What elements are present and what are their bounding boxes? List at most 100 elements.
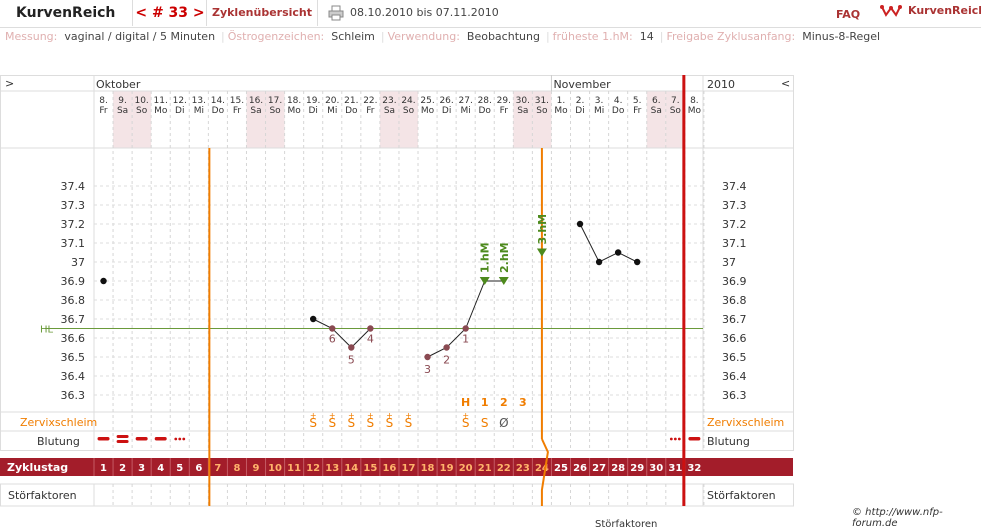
cycle-day-label: Zyklustag bbox=[7, 461, 68, 474]
temperature-point bbox=[634, 258, 641, 266]
day-date: 12. bbox=[173, 96, 187, 106]
mucus-plus: + bbox=[367, 411, 374, 420]
cycle-day-number: 18 bbox=[421, 463, 435, 474]
day-date: 7. bbox=[671, 96, 680, 106]
cycle-day-number: 20 bbox=[459, 463, 473, 474]
app-title[interactable]: KurvenReich bbox=[0, 0, 133, 26]
day-date: 20. bbox=[325, 96, 339, 106]
weekend-shade bbox=[532, 91, 552, 148]
day-date: 4. bbox=[614, 96, 623, 106]
cycle-day-number: 16 bbox=[382, 463, 396, 474]
day-date: 23. bbox=[382, 96, 396, 106]
logo-text[interactable]: KurvenReich bbox=[908, 4, 981, 17]
day-weekday: Fr bbox=[500, 106, 509, 116]
day-weekday: Sa bbox=[384, 106, 395, 116]
nav-left-arrow[interactable]: > bbox=[5, 77, 14, 90]
mucus-plus: + bbox=[310, 411, 317, 420]
day-weekday: Mi bbox=[461, 106, 471, 116]
cycle-day-number: 11 bbox=[287, 463, 301, 474]
settings-separator: | bbox=[221, 30, 225, 43]
day-date: 2. bbox=[576, 96, 585, 106]
spotting-mark bbox=[178, 437, 182, 441]
low-temperature-point bbox=[329, 325, 336, 332]
day-date: 27. bbox=[459, 96, 473, 106]
day-date: 3. bbox=[595, 96, 604, 106]
setting-key: Östrogenzeichen: bbox=[227, 30, 325, 43]
peak-count-label: H bbox=[461, 396, 470, 409]
nav-right-arrow[interactable]: < bbox=[781, 77, 790, 90]
mucus-row-label-right: Zervixschleim bbox=[707, 416, 784, 429]
factors-row-label-right: Störfaktoren bbox=[707, 489, 776, 502]
y-tick-right: 37.1 bbox=[722, 237, 747, 250]
day-date: 26. bbox=[439, 96, 453, 106]
cycle-day-number: 22 bbox=[497, 463, 511, 474]
faq-link[interactable]: FAQ bbox=[836, 8, 861, 21]
day-date: 30. bbox=[516, 96, 530, 106]
day-date: 17. bbox=[268, 96, 282, 106]
mucus-symbol: S bbox=[386, 416, 394, 430]
low-count-label: 4 bbox=[367, 333, 374, 346]
spotting-mark bbox=[677, 437, 681, 441]
y-tick-left: 36.3 bbox=[61, 389, 86, 402]
weekend-shade bbox=[113, 91, 133, 148]
low-temperature-point bbox=[424, 353, 431, 361]
y-tick-right: 37.3 bbox=[722, 199, 747, 212]
mucus-plus: + bbox=[386, 411, 393, 420]
low-temperature-point bbox=[462, 325, 469, 332]
day-weekday: Mi bbox=[594, 106, 604, 116]
day-weekday: Mo bbox=[154, 106, 168, 116]
top-bar bbox=[0, 0, 981, 28]
day-weekday: Mi bbox=[327, 106, 337, 116]
spotting-mark bbox=[673, 437, 677, 441]
day-weekday: Di bbox=[575, 106, 584, 116]
mucus-plus: + bbox=[405, 411, 412, 420]
weekend-shade bbox=[246, 91, 266, 148]
y-tick-left: 36.5 bbox=[61, 351, 86, 364]
date-range: 08.10.2010 bis 07.11.2010 bbox=[350, 6, 499, 19]
day-weekday: Fr bbox=[366, 106, 375, 116]
setting-key: früheste 1.hM: bbox=[552, 30, 633, 43]
cycle-overview-tab[interactable]: Zyklenübersicht bbox=[207, 0, 318, 26]
kurvenreich-logo-icon[interactable] bbox=[880, 3, 902, 21]
mucus-row-label: Zervixschleim bbox=[20, 416, 97, 429]
day-weekday: Mi bbox=[194, 106, 204, 116]
y-tick-left: 36.4 bbox=[61, 370, 86, 383]
cycle-day-number: 21 bbox=[478, 463, 492, 474]
settings-separator: | bbox=[659, 30, 664, 43]
setting-value: vaginal / digital / 5 Minuten bbox=[64, 30, 216, 43]
settings-separator: | bbox=[545, 30, 550, 43]
high-marker-label: 2.hM bbox=[498, 242, 511, 273]
day-weekday: Di bbox=[308, 106, 317, 116]
day-date: 6. bbox=[652, 96, 661, 106]
month-label: November bbox=[553, 78, 611, 91]
printer-icon[interactable] bbox=[328, 5, 344, 21]
cycle-day-number: 4 bbox=[157, 463, 164, 474]
high-marker-triangle bbox=[479, 277, 490, 285]
weekend-shade bbox=[513, 91, 533, 148]
cycle-day-number: 2 bbox=[119, 463, 126, 474]
y-tick-right: 37.4 bbox=[722, 180, 747, 193]
cycle-day-number: 24 bbox=[535, 463, 549, 474]
bleeding-mark bbox=[135, 437, 148, 441]
day-weekday: So bbox=[136, 106, 148, 116]
fertile-end-zigzag bbox=[540, 438, 549, 506]
cycle-navigation[interactable]: < # 33 > bbox=[134, 0, 207, 26]
day-weekday: Do bbox=[479, 106, 492, 116]
cycle-day-number: 3 bbox=[138, 463, 145, 474]
mucus-symbol: Ø bbox=[499, 416, 508, 430]
setting-key: Freigabe Zyklusanfang: bbox=[666, 30, 796, 43]
high-marker-triangle bbox=[536, 248, 547, 257]
setting-value: Minus-8-Regel bbox=[802, 30, 881, 43]
low-count-label: 2 bbox=[443, 354, 450, 367]
day-date: 8. bbox=[690, 96, 699, 106]
bleeding-row-label-right: Blutung bbox=[707, 435, 750, 448]
mucus-symbol: S bbox=[481, 416, 489, 430]
y-tick-right: 37 bbox=[722, 256, 736, 269]
day-date: 28. bbox=[478, 96, 492, 106]
mucus-plus: + bbox=[329, 411, 336, 420]
cycle-day-number: 7 bbox=[214, 463, 221, 474]
day-weekday: Mo bbox=[554, 106, 568, 116]
y-tick-left: 37.4 bbox=[61, 180, 86, 193]
day-date: 1. bbox=[557, 96, 566, 106]
day-weekday: So bbox=[269, 106, 281, 116]
